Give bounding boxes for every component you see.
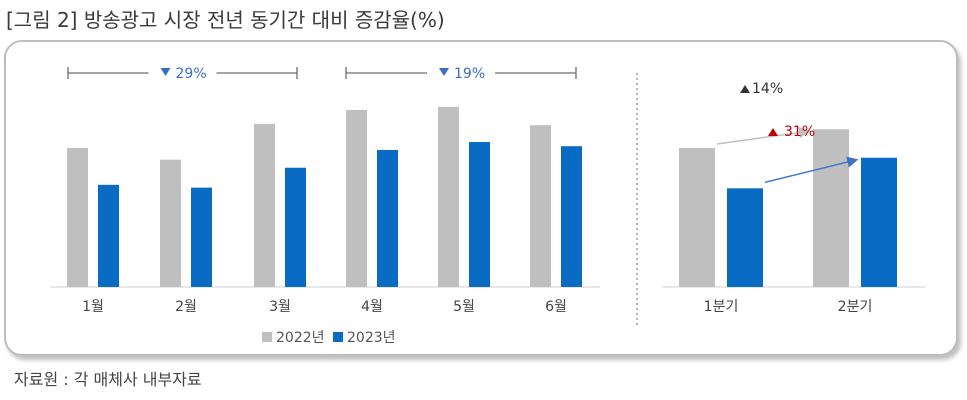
bar-2022-1 bbox=[67, 148, 88, 287]
legend-label-2023: 2023년 bbox=[347, 330, 396, 346]
increase-label-2023: 31% bbox=[784, 124, 815, 140]
bar-2023-5 bbox=[469, 142, 490, 287]
increase-arrow-2023 bbox=[764, 156, 859, 183]
bar-2022-1q bbox=[679, 148, 715, 287]
range-label-bg bbox=[148, 61, 217, 83]
bar-2023-2 bbox=[191, 187, 212, 287]
bar-2023-1 bbox=[98, 184, 119, 287]
bar-2022-2q bbox=[813, 129, 849, 287]
range-label-bg bbox=[427, 61, 495, 83]
legend-label-2022: 2022년 bbox=[276, 330, 325, 346]
range-change-label: 19% bbox=[454, 66, 485, 82]
x-tick-label: 6월 bbox=[545, 299, 567, 315]
bar-2022-3 bbox=[254, 123, 275, 288]
chart-svg: 1월 2월 3월 4월 5월 6월 29% 19% 2022년 2023년 1분기 2분기 14% 31% bbox=[50, 61, 925, 346]
x-tick-label: 2분기 bbox=[838, 299, 873, 315]
bar-2023-2q bbox=[861, 157, 897, 287]
bar-2022-4 bbox=[346, 109, 367, 287]
bar-2023-6 bbox=[561, 146, 582, 287]
x-tick-label: 2월 bbox=[175, 299, 197, 315]
x-tick-label: 1월 bbox=[82, 299, 104, 315]
legend-swatch-2022 bbox=[262, 332, 272, 342]
bar-2022-6 bbox=[530, 125, 551, 287]
figure-title: [그림 2] 방송광고 시장 전년 동기간 대비 증감율(%) bbox=[6, 8, 445, 32]
bar-2023-1q bbox=[727, 188, 763, 287]
bar-2023-4 bbox=[377, 149, 398, 287]
up-triangle-icon bbox=[740, 85, 750, 93]
x-tick-label: 3월 bbox=[269, 299, 291, 315]
x-tick-label: 5월 bbox=[453, 299, 475, 315]
increase-arrow-2022 bbox=[716, 127, 811, 145]
x-tick-label: 1분기 bbox=[704, 299, 739, 315]
bar-2022-2 bbox=[160, 159, 181, 287]
increase-label-2022: 14% bbox=[752, 81, 783, 97]
down-triangle-icon bbox=[160, 68, 171, 76]
source-note: 자료원 : 각 매체사 내부자료 bbox=[14, 370, 202, 389]
bar-2023-3 bbox=[285, 167, 306, 287]
bar-2022-5 bbox=[438, 106, 459, 287]
down-triangle-icon bbox=[439, 68, 449, 76]
x-tick-label: 4월 bbox=[361, 299, 383, 315]
legend-swatch-2023 bbox=[333, 332, 343, 342]
range-change-label: 29% bbox=[176, 66, 207, 82]
up-triangle-icon bbox=[768, 128, 778, 136]
